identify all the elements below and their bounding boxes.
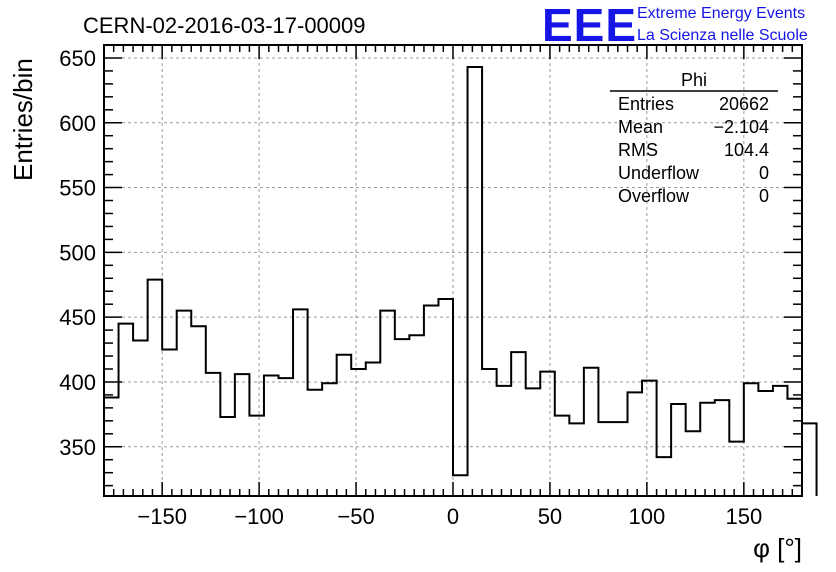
histogram-bin bbox=[293, 309, 308, 496]
x-tick-label: 100 bbox=[629, 504, 666, 529]
histogram-bin bbox=[729, 442, 744, 496]
histogram-bin bbox=[628, 392, 643, 496]
stats-value: 0 bbox=[759, 186, 769, 206]
histogram-bin bbox=[613, 422, 628, 496]
histogram-bin bbox=[264, 375, 279, 496]
histogram-bin bbox=[497, 386, 512, 496]
y-axis-label: Entries/bin bbox=[8, 58, 38, 181]
x-tick-label: 150 bbox=[725, 504, 762, 529]
histogram-bin bbox=[409, 335, 424, 496]
histogram-bin bbox=[133, 340, 148, 496]
y-tick-label: 350 bbox=[59, 435, 96, 460]
histogram-bin bbox=[220, 417, 235, 496]
histogram-bin bbox=[177, 311, 192, 496]
histogram-bin bbox=[322, 383, 337, 496]
logo-eee-text: EEE bbox=[542, 0, 637, 51]
tick-labels: −150 −100 −50 0 50 100 150 350 400 450 500 550 600 65… bbox=[59, 46, 762, 529]
stats-value: 104.4 bbox=[724, 140, 769, 160]
stats-title: Phi bbox=[681, 70, 707, 90]
histogram-bin bbox=[569, 423, 584, 496]
histogram-bin bbox=[279, 378, 294, 496]
x-tick-label: −50 bbox=[337, 504, 374, 529]
histogram-bin bbox=[555, 416, 570, 496]
logo-line-2: La Scienza nelle Scuole bbox=[637, 27, 808, 44]
stats-value: 0 bbox=[759, 163, 769, 183]
histogram-bin bbox=[438, 299, 453, 496]
histogram-bin bbox=[540, 372, 555, 496]
histogram-bin bbox=[308, 390, 323, 496]
histogram-bin bbox=[511, 352, 526, 496]
histogram-bin bbox=[686, 431, 701, 496]
x-axis-label: φ [°] bbox=[753, 533, 802, 563]
histogram-bin bbox=[657, 457, 672, 496]
histogram-bin bbox=[584, 368, 599, 496]
x-tick-label: 50 bbox=[538, 504, 562, 529]
y-tick-label: 450 bbox=[59, 305, 96, 330]
histogram-bin bbox=[191, 326, 206, 496]
histogram-bin bbox=[758, 391, 773, 496]
histogram-bin bbox=[148, 280, 163, 496]
axis-ticks bbox=[104, 44, 802, 496]
y-tick-label: 400 bbox=[59, 370, 96, 395]
histogram-bin bbox=[715, 400, 730, 496]
chart-title: CERN-02-2016-03-17-00009 bbox=[83, 13, 366, 38]
histogram-bin bbox=[119, 324, 134, 496]
histogram-bin bbox=[744, 383, 759, 496]
histogram-bin bbox=[700, 403, 715, 496]
histogram-bin bbox=[235, 374, 250, 496]
eee-logo: EEE Extreme Energy Events La Scienza nel… bbox=[542, 0, 808, 51]
stats-label: RMS bbox=[618, 140, 658, 160]
histogram-bin bbox=[671, 404, 686, 496]
histogram-bin bbox=[395, 339, 410, 496]
histogram-bins bbox=[103, 66, 818, 496]
x-tick-label: −100 bbox=[234, 504, 284, 529]
y-tick-label: 500 bbox=[59, 240, 96, 265]
y-tick-label: 650 bbox=[59, 46, 96, 71]
histogram-bin bbox=[482, 369, 497, 496]
histogram-bin bbox=[468, 67, 483, 496]
logo-line-1: Extreme Energy Events bbox=[637, 5, 805, 22]
histogram-bin bbox=[351, 369, 366, 496]
histogram-bin bbox=[249, 416, 264, 496]
histogram-bin bbox=[802, 423, 817, 496]
stats-label: Mean bbox=[618, 117, 663, 137]
x-tick-label: 0 bbox=[447, 504, 459, 529]
stats-value: −2.104 bbox=[713, 117, 769, 137]
stats-value: 20662 bbox=[719, 94, 769, 114]
histogram-bin bbox=[526, 388, 541, 496]
histogram-bin bbox=[642, 381, 657, 496]
histogram-bin bbox=[598, 422, 613, 496]
histogram-bin bbox=[380, 311, 395, 496]
stats-label: Entries bbox=[618, 94, 674, 114]
histogram-bin bbox=[366, 363, 381, 496]
stats-label: Overflow bbox=[618, 186, 690, 206]
histogram-bin bbox=[453, 475, 468, 496]
stats-box: Phi Entries 20662 Mean −2.104 RMS 104.4 Underf… bbox=[610, 70, 778, 206]
histogram-bin bbox=[773, 386, 788, 496]
x-tick-label: −150 bbox=[137, 504, 187, 529]
histogram-bin bbox=[424, 305, 439, 496]
stats-rows: Entries 20662 Mean −2.104 RMS 104.4 Underflow 0… bbox=[618, 94, 769, 206]
histogram-bin bbox=[206, 373, 221, 496]
histogram-bin bbox=[337, 355, 352, 496]
histogram-bin bbox=[162, 350, 177, 496]
y-tick-label: 550 bbox=[59, 176, 96, 201]
y-tick-label: 600 bbox=[59, 111, 96, 136]
histogram-outline bbox=[103, 66, 818, 496]
stats-label: Underflow bbox=[618, 163, 700, 183]
